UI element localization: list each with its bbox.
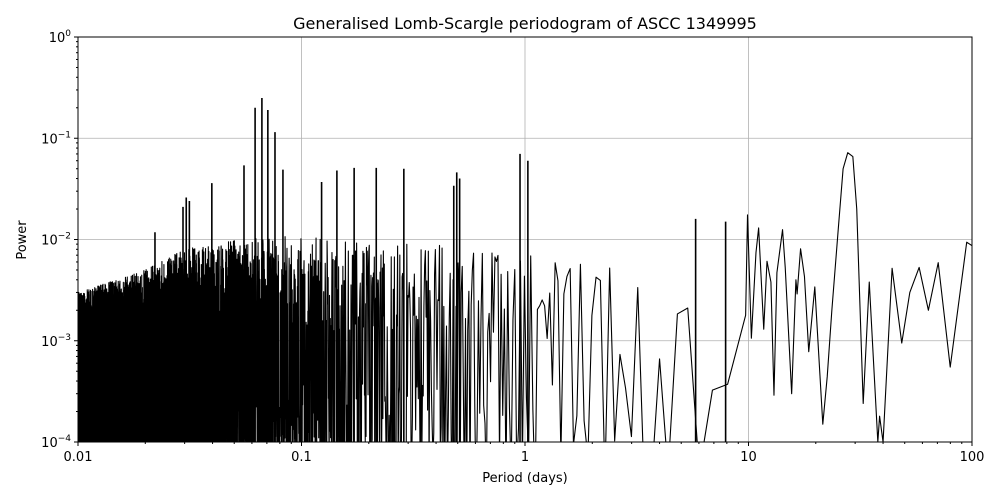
y-tick-label: 10−1 — [41, 130, 71, 147]
axis-ticks: 0.01 0.1 1 10 100 10−4 10−3 10−2 10−1 100 — [41, 29, 984, 465]
plot-frame — [77, 36, 973, 443]
plot-area — [78, 97, 972, 442]
y-tick-label: 10−4 — [41, 434, 71, 451]
x-tick-label: 0.1 — [291, 450, 312, 465]
x-tick-label: 0.01 — [64, 450, 93, 465]
x-tick-label: 100 — [960, 450, 985, 465]
chart-title: Generalised Lomb-Scargle periodogram of … — [293, 14, 757, 33]
y-tick-label: 100 — [49, 29, 72, 46]
x-tick-label: 10 — [740, 450, 757, 465]
y-tick-label: 10−2 — [41, 232, 71, 249]
y-axis-label: Power — [15, 220, 30, 260]
y-tick-label: 10−3 — [41, 333, 71, 350]
x-tick-label: 1 — [521, 450, 529, 465]
x-axis-label: Period (days) — [482, 471, 568, 486]
